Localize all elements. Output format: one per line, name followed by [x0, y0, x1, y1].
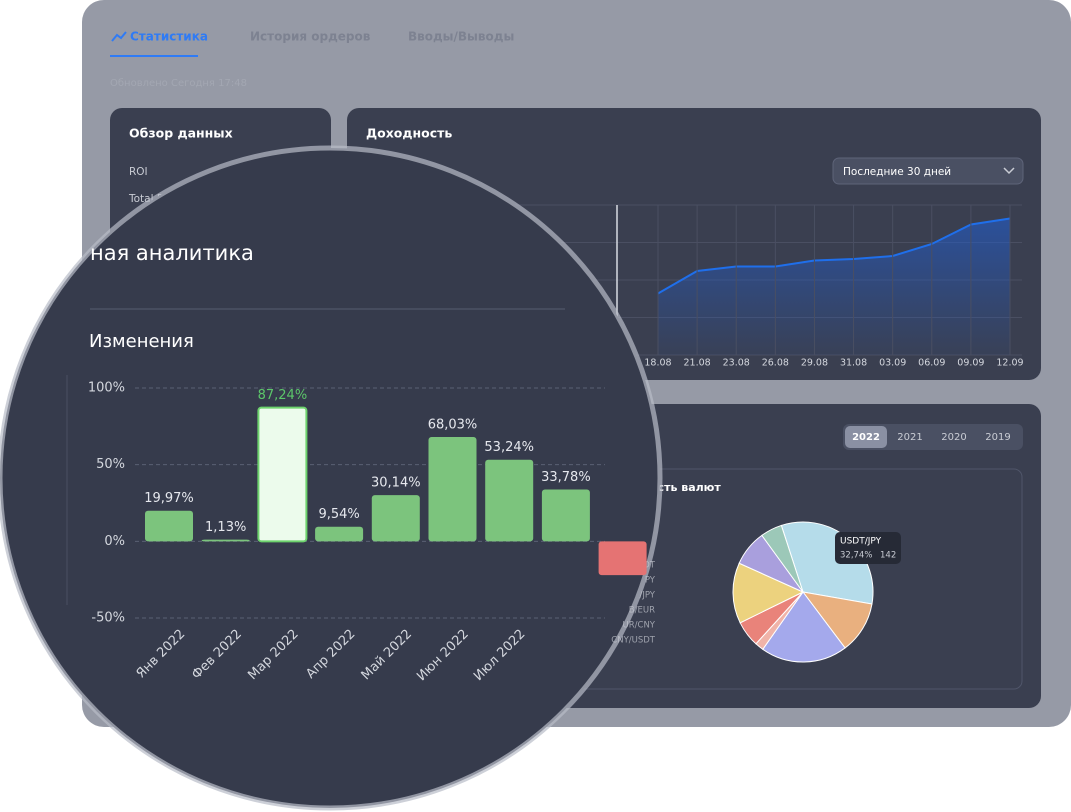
- legend-label: CNY/USDT: [611, 636, 656, 646]
- tab[interactable]: Статистика: [130, 30, 208, 44]
- line: [657, 217, 1011, 295]
- legend-label: B/EUR: [629, 606, 655, 616]
- value-label: 68,03%: [428, 418, 478, 433]
- x-tick-label: 31.08: [840, 358, 867, 369]
- area: [658, 218, 1010, 355]
- bar: [257, 406, 308, 543]
- period-dropdown[interactable]: [832, 157, 1024, 185]
- y-tick-label: 100%: [88, 381, 125, 396]
- x-tick-label: 06.09: [918, 358, 945, 369]
- row-label: ROI: [129, 166, 148, 178]
- tooltip: [835, 532, 901, 564]
- legend-label: DT: [643, 561, 656, 571]
- tooltip-name: USDT/JPY: [840, 537, 882, 547]
- tab[interactable]: Вводы/Выводы: [408, 30, 514, 44]
- tab[interactable]: История ордеров: [250, 30, 371, 44]
- card-title: ость валют: [650, 481, 721, 494]
- x-tick-label: 12.09: [996, 358, 1023, 369]
- chart-title: Изменения: [89, 331, 194, 352]
- value-label: 33,78%: [541, 470, 591, 485]
- legend-label: PY: [645, 576, 656, 586]
- year-button[interactable]: 2019: [985, 432, 1010, 443]
- year-button[interactable]: 2021: [897, 432, 922, 443]
- legend-label: UR/CNY: [623, 621, 656, 631]
- card-title: Обзор данных: [129, 126, 233, 141]
- x-tick-label: 29.08: [801, 358, 828, 369]
- tooltip-percent: 32,74%: [840, 551, 872, 561]
- bar: [315, 526, 364, 542]
- pie-slice: [761, 524, 804, 593]
- bar: [485, 459, 534, 542]
- year-group: [843, 424, 1023, 450]
- bar: [371, 495, 420, 542]
- year-button[interactable]: 2020: [941, 432, 966, 443]
- value-label: 53,24%: [484, 440, 534, 455]
- bar: [145, 510, 193, 542]
- value-label: 19,97%: [144, 491, 194, 506]
- bar: [598, 541, 647, 576]
- x-tick-label: 26.08: [762, 358, 789, 369]
- pie-slice: [762, 591, 846, 663]
- value-label: 87,24%: [258, 388, 308, 403]
- bar: [541, 489, 590, 542]
- y-tick-label: 0%: [104, 534, 125, 549]
- x-tick-label: 09.09: [957, 358, 984, 369]
- bar: [428, 437, 477, 542]
- y-tick-label: 50%: [96, 457, 125, 472]
- value-label: 1,13%: [205, 520, 246, 535]
- period-label: Последние 30 дней: [843, 166, 951, 178]
- year-active: [845, 426, 887, 448]
- x-tick-label: 18.08: [644, 358, 671, 369]
- magnifier: [0, 145, 663, 811]
- chevron: [1003, 167, 1015, 175]
- updated-label: Обновлено Сегодня 17:48: [110, 78, 247, 89]
- year-button[interactable]: 2022: [852, 432, 880, 443]
- bar: [201, 539, 250, 542]
- section-title: ная аналитика: [90, 241, 254, 265]
- tooltip-count: 142: [880, 551, 896, 561]
- y-tick-label: -50%: [91, 611, 125, 626]
- card-title: Доходность: [366, 126, 452, 141]
- pie-slice: [732, 562, 805, 624]
- value-label: 30,14%: [371, 476, 421, 491]
- x-tick-label: 21.08: [684, 358, 711, 369]
- legend-label: /JPY: [639, 591, 655, 601]
- value-label: 9,54%: [318, 507, 359, 522]
- x-tick-label: 03.09: [879, 358, 906, 369]
- x-tick-label: 23.08: [723, 358, 750, 369]
- tab-icon: [111, 31, 127, 42]
